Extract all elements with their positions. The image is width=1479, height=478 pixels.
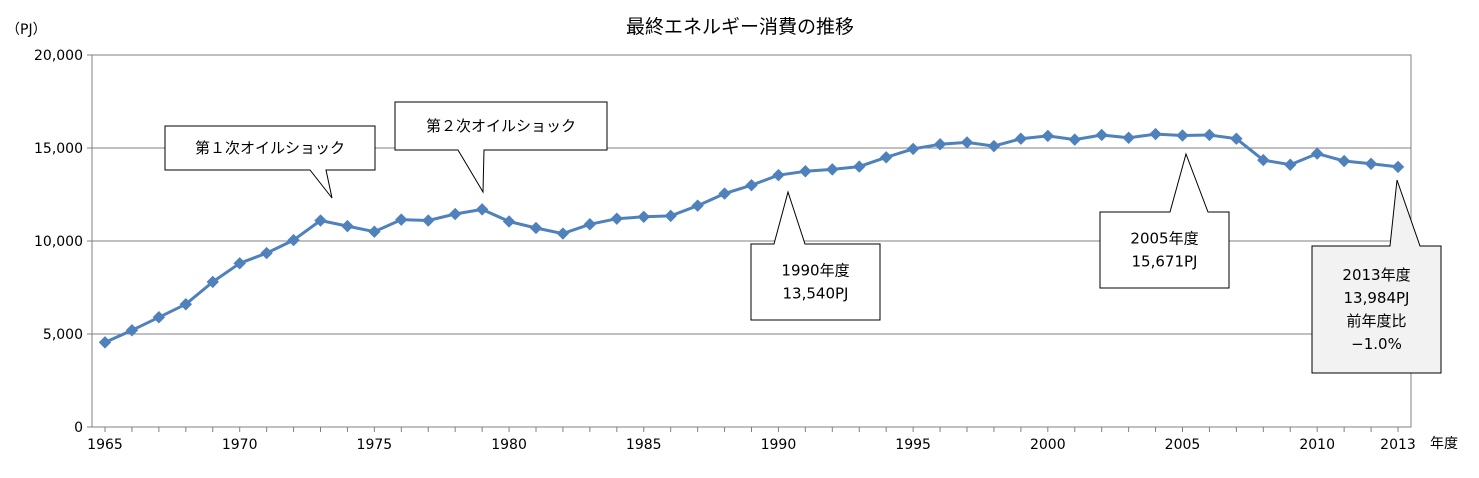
data-point-marker bbox=[206, 275, 219, 289]
x-axis-ticks: 1965 1970 1975 1980 1985 1990 1995 2000 2005 2010… bbox=[87, 427, 1416, 453]
data-point-marker bbox=[1257, 153, 1270, 167]
data-point-marker bbox=[799, 165, 812, 178]
data-point-marker bbox=[1310, 147, 1324, 160]
callout-text: 前年度比 bbox=[1346, 312, 1406, 330]
data-point-marker bbox=[556, 227, 570, 240]
data-point-marker bbox=[718, 187, 731, 200]
callout-text: 15,671PJ bbox=[1132, 253, 1198, 271]
x-tick-label: 1965 bbox=[87, 437, 123, 453]
data-point-marker bbox=[745, 178, 758, 192]
x-tick-label: 2000 bbox=[1030, 437, 1066, 453]
data-point-marker bbox=[179, 298, 193, 311]
data-point-marker bbox=[1122, 131, 1135, 144]
data-point-marker bbox=[664, 209, 677, 223]
callout-1979: 第２次オイルショック bbox=[394, 101, 608, 194]
y-tick-label: 10,000 bbox=[34, 234, 83, 250]
series-consumption bbox=[98, 127, 1405, 349]
data-point-marker bbox=[1284, 158, 1297, 171]
data-point-marker bbox=[1176, 129, 1189, 142]
data-point-marker bbox=[260, 246, 273, 260]
callout-text: 2013年度 bbox=[1342, 266, 1410, 284]
callout-text: 第１次オイルショック bbox=[195, 139, 345, 157]
data-point-marker bbox=[1149, 127, 1162, 141]
data-point-marker bbox=[906, 142, 920, 156]
y-tick-label: 5,000 bbox=[43, 327, 83, 343]
callout-box bbox=[1311, 179, 1442, 374]
x-tick-label: 1980 bbox=[491, 437, 527, 453]
callout-text: 2005年度 bbox=[1130, 230, 1198, 248]
data-point-marker bbox=[395, 213, 408, 226]
x-tick-label: 2010 bbox=[1299, 437, 1335, 453]
data-point-marker bbox=[772, 168, 785, 182]
data-point-marker bbox=[287, 233, 300, 247]
data-point-marker bbox=[853, 160, 866, 173]
data-point-marker bbox=[637, 210, 650, 224]
x-tick-label: 1970 bbox=[222, 437, 258, 453]
data-point-marker bbox=[422, 214, 435, 227]
y-tick-label: 0 bbox=[74, 420, 83, 436]
data-point-marker bbox=[933, 138, 947, 151]
data-point-marker bbox=[475, 203, 489, 216]
x-axis-label: 年度 bbox=[1430, 436, 1458, 452]
data-point-marker bbox=[879, 151, 893, 164]
callout-text: 13,984PJ bbox=[1344, 289, 1410, 307]
x-tick-label: 2013 bbox=[1380, 437, 1416, 453]
y-tick-label: 15,000 bbox=[34, 141, 83, 157]
callout-box bbox=[1099, 152, 1230, 289]
callout-2005: 2005年度 15,671PJ bbox=[1099, 152, 1230, 289]
data-point-marker bbox=[341, 219, 354, 233]
data-point-marker bbox=[1230, 132, 1243, 145]
data-point-marker bbox=[448, 207, 462, 221]
chart-title: 最終エネルギー消費の推移 bbox=[626, 16, 854, 38]
data-point-marker bbox=[987, 139, 1001, 153]
y-axis-unit-label: （PJ） bbox=[6, 22, 47, 38]
callout-text: 第２次オイルショック bbox=[426, 117, 576, 135]
data-point-marker bbox=[1364, 157, 1378, 171]
data-point-marker bbox=[98, 336, 112, 349]
callout-text: −1.0% bbox=[1351, 335, 1402, 353]
callout-box bbox=[164, 125, 376, 199]
data-point-marker bbox=[152, 311, 166, 324]
callout-text: 13,540PJ bbox=[783, 285, 849, 303]
data-point-marker bbox=[502, 215, 516, 228]
data-point-marker bbox=[826, 163, 839, 176]
data-point-marker bbox=[1203, 128, 1216, 142]
x-tick-label: 1975 bbox=[357, 437, 393, 453]
callout-text: 1990年度 bbox=[781, 262, 849, 280]
callout-2013: 2013年度 13,984PJ 前年度比 −1.0% bbox=[1311, 179, 1442, 374]
data-point-marker bbox=[1337, 154, 1351, 168]
callout-box bbox=[394, 101, 608, 194]
data-point-marker bbox=[1391, 160, 1405, 174]
data-point-marker bbox=[960, 136, 974, 149]
data-point-marker bbox=[233, 257, 246, 270]
data-point-marker bbox=[1095, 128, 1108, 142]
data-point-marker bbox=[1041, 129, 1055, 143]
data-point-marker bbox=[368, 225, 381, 238]
x-tick-label: 2005 bbox=[1165, 437, 1201, 453]
data-point-marker bbox=[1068, 133, 1081, 146]
callout-1973: 第１次オイルショック bbox=[164, 125, 376, 199]
data-point-marker bbox=[529, 221, 543, 235]
data-point-marker bbox=[583, 218, 597, 231]
data-point-marker bbox=[1014, 132, 1028, 145]
data-point-marker bbox=[314, 214, 327, 227]
data-point-marker bbox=[610, 212, 624, 225]
data-point-marker bbox=[125, 324, 139, 337]
callouts: 第１次オイルショック 第２次オイルショック 1990年度 13,540PJ 2005年度… bbox=[164, 101, 1442, 374]
x-tick-label: 1990 bbox=[761, 437, 797, 453]
x-tick-label: 1995 bbox=[895, 437, 931, 453]
callout-box bbox=[750, 190, 881, 321]
y-tick-label: 20,000 bbox=[34, 48, 83, 64]
callout-1990: 1990年度 13,540PJ bbox=[750, 190, 881, 321]
x-tick-label: 1985 bbox=[626, 437, 662, 453]
data-point-marker bbox=[691, 199, 704, 212]
y-axis-ticks: 0 5,000 10,000 15,000 20,000 bbox=[34, 48, 92, 436]
